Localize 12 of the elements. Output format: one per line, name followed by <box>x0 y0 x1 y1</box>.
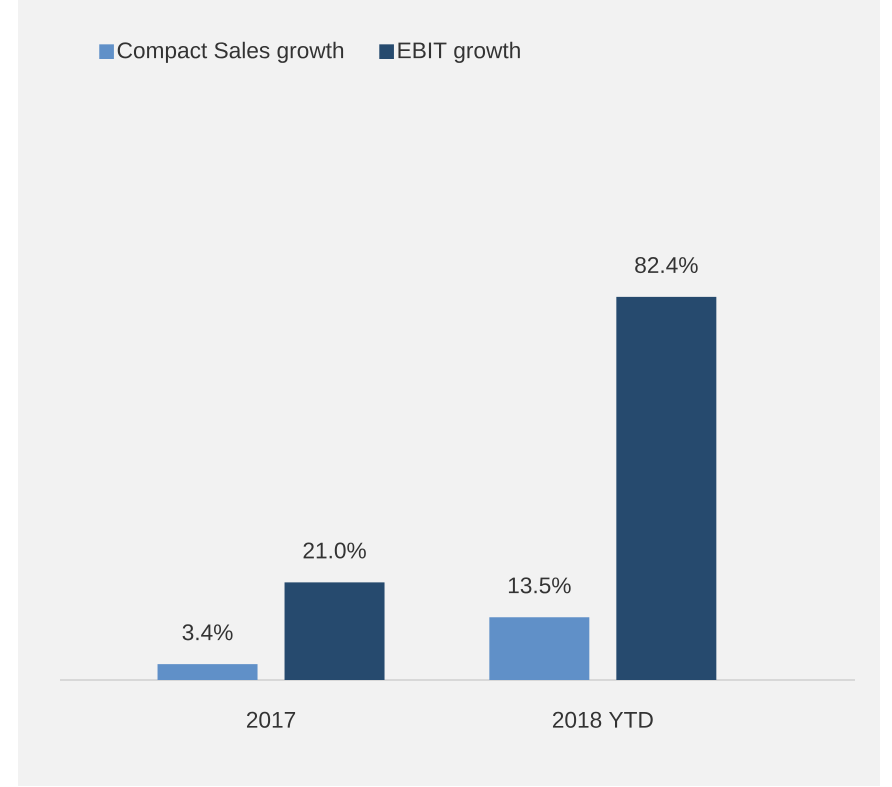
data-label: 21.0% <box>304 542 366 559</box>
legend-label: Compact Sales growth <box>118 42 344 63</box>
x-tick-label: 2018 YTD <box>552 712 653 728</box>
x-tick-label: 2017 <box>246 712 296 728</box>
bar <box>284 582 385 680</box>
bar <box>158 664 258 680</box>
bar <box>489 617 590 680</box>
data-label: 82.4% <box>635 257 698 274</box>
bar <box>616 296 716 680</box>
legend-label: EBIT growth <box>398 42 520 63</box>
data-label: 13.5% <box>508 577 571 594</box>
data-label: 3.4% <box>182 624 233 640</box>
